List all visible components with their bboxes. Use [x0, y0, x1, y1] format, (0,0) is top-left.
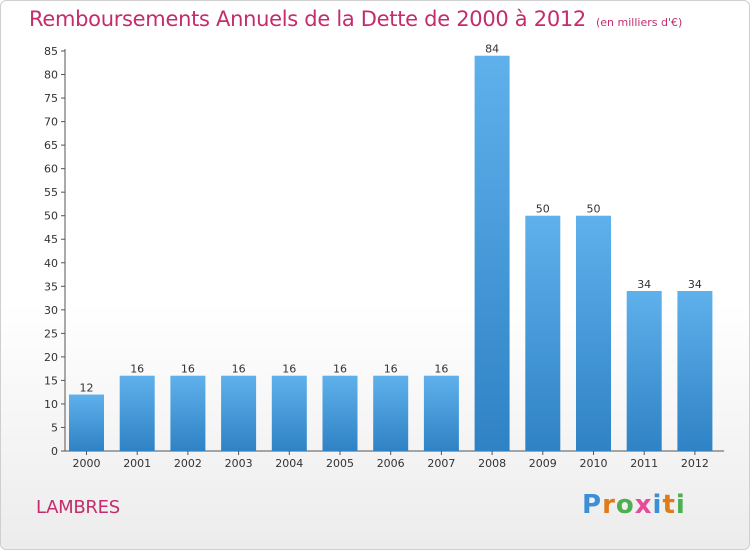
x-tick-label: 2001 — [123, 457, 151, 470]
bar-2005 — [322, 375, 358, 451]
y-tick-label: 85 — [44, 45, 58, 58]
value-label-2008: 84 — [485, 43, 499, 56]
bar-2008 — [474, 55, 510, 452]
x-tick-label: 2000 — [73, 457, 101, 470]
y-tick-label: 25 — [44, 327, 58, 340]
x-axis: 2000 2001 2002 2003 2004 2005 2006 2007 2008 2009… — [65, 450, 725, 470]
brand-logo-letter: t — [662, 490, 676, 520]
value-label-2007: 16 — [434, 363, 448, 376]
value-label-2001: 16 — [130, 363, 144, 376]
bar-2007 — [423, 375, 459, 451]
x-tick-label: 2007 — [427, 457, 455, 470]
x-tick-label: 2008 — [478, 457, 506, 470]
value-label-2005: 16 — [333, 363, 347, 376]
chart-title: Remboursements Annuels de la Dette de 20… — [29, 7, 682, 31]
y-tick-label: 60 — [44, 163, 58, 176]
x-tick-label: 2002 — [174, 457, 202, 470]
bar-2001 — [119, 375, 155, 451]
x-tick-label: 2009 — [529, 457, 557, 470]
x-tick-label: 2011 — [630, 457, 658, 470]
brand-logo-letter: r — [602, 490, 616, 520]
brand-logo: Proxiti — [582, 490, 686, 520]
bar-2002 — [170, 375, 206, 451]
y-tick-label: 55 — [44, 186, 58, 199]
y-tick-label: 65 — [44, 139, 58, 152]
x-tick-label: 2004 — [275, 457, 303, 470]
brand-logo-letter: P — [582, 490, 603, 520]
value-label-2003: 16 — [232, 363, 246, 376]
bar-2004 — [271, 375, 307, 451]
y-tick-label: 10 — [44, 398, 58, 411]
y-tick-label: 75 — [44, 92, 58, 105]
x-tick-label: 2005 — [326, 457, 354, 470]
bar-2011 — [626, 291, 662, 451]
bars-group — [69, 55, 713, 452]
bar-2010 — [576, 215, 611, 451]
value-label-2012: 34 — [688, 278, 702, 291]
value-label-2011: 34 — [637, 278, 651, 291]
y-tick-label: 80 — [44, 69, 58, 82]
value-label-2006: 16 — [384, 363, 398, 376]
y-tick-label: 45 — [44, 233, 58, 246]
bar-2006 — [373, 375, 409, 451]
value-label-2010: 50 — [587, 203, 601, 216]
brand-logo-letter: x — [634, 490, 653, 520]
y-tick-label: 30 — [44, 304, 58, 317]
y-tick-label: 50 — [44, 210, 58, 223]
value-label-2000: 12 — [80, 382, 94, 395]
brand-logo-letter: o — [615, 490, 635, 520]
y-tick-label: 70 — [44, 116, 58, 129]
value-labels-group: 12 16 16 16 16 16 16 16 84 50 50 34 34 — [80, 43, 702, 395]
bar-2012 — [677, 291, 713, 451]
bar-2000 — [69, 394, 104, 451]
bar-2009 — [525, 215, 561, 451]
y-tick-label: 0 — [51, 445, 58, 458]
chart-subtitle: (en milliers d'€) — [596, 16, 683, 29]
value-label-2009: 50 — [536, 203, 550, 216]
y-axis: 0 5 10 15 20 25 30 35 40 45 50 55 60 65 70 75 80 85 — [44, 45, 66, 458]
value-label-2002: 16 — [181, 363, 195, 376]
y-tick-label: 20 — [44, 351, 58, 364]
x-tick-label: 2006 — [377, 457, 405, 470]
x-tick-label: 2012 — [681, 457, 709, 470]
y-tick-label: 15 — [44, 374, 58, 387]
brand-logo-letter: i — [675, 490, 686, 520]
chart-title-text: Remboursements Annuels de la Dette de 20… — [29, 7, 586, 31]
brand-logo-letter: i — [652, 490, 663, 520]
value-label-2004: 16 — [282, 363, 296, 376]
y-tick-label: 35 — [44, 280, 58, 293]
x-tick-label: 2003 — [225, 457, 253, 470]
x-tick-label: 2010 — [580, 457, 608, 470]
town-name: LAMBRES — [36, 497, 120, 518]
y-tick-label: 5 — [51, 421, 58, 434]
y-tick-label: 40 — [44, 257, 58, 270]
bar-2003 — [221, 375, 257, 451]
